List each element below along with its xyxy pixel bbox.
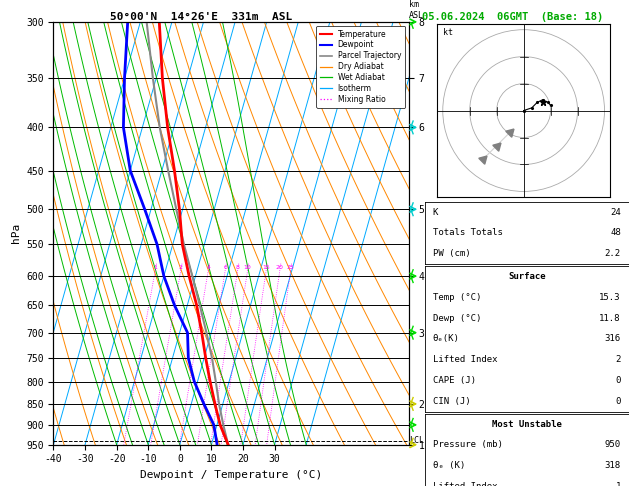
Text: 318: 318 <box>604 461 621 470</box>
Text: 4: 4 <box>206 265 210 270</box>
Legend: Temperature, Dewpoint, Parcel Trajectory, Dry Adiabat, Wet Adiabat, Isotherm, Mi: Temperature, Dewpoint, Parcel Trajectory… <box>316 26 405 108</box>
Text: kt: kt <box>443 28 453 37</box>
Text: 05.06.2024  06GMT  (Base: 18): 05.06.2024 06GMT (Base: 18) <box>422 12 603 22</box>
Text: PW (cm): PW (cm) <box>433 249 470 258</box>
Text: 950: 950 <box>604 440 621 450</box>
Text: 2: 2 <box>615 355 621 364</box>
Text: 0: 0 <box>615 397 621 406</box>
Text: 11.8: 11.8 <box>599 313 621 323</box>
Text: LCL: LCL <box>409 436 424 445</box>
Y-axis label: hPa: hPa <box>11 223 21 243</box>
Text: Dewp (°C): Dewp (°C) <box>433 313 481 323</box>
Text: 6: 6 <box>223 265 227 270</box>
Text: km
ASL: km ASL <box>409 0 424 20</box>
Text: Surface: Surface <box>508 272 545 281</box>
Text: 0: 0 <box>615 376 621 385</box>
Text: K: K <box>433 208 438 217</box>
Text: 48: 48 <box>610 228 621 237</box>
Text: θₑ(K): θₑ(K) <box>433 334 460 344</box>
Text: CIN (J): CIN (J) <box>433 397 470 406</box>
Text: 50°00'N  14°26'E  331m  ASL: 50°00'N 14°26'E 331m ASL <box>110 12 292 22</box>
Text: 1: 1 <box>153 265 157 270</box>
Text: 10: 10 <box>244 265 252 270</box>
Text: Temp (°C): Temp (°C) <box>433 293 481 302</box>
Text: 1: 1 <box>615 482 621 486</box>
Text: Most Unstable: Most Unstable <box>492 420 562 429</box>
Text: 15.3: 15.3 <box>599 293 621 302</box>
Text: Pressure (mb): Pressure (mb) <box>433 440 503 450</box>
Text: Lifted Index: Lifted Index <box>433 482 498 486</box>
Text: CAPE (J): CAPE (J) <box>433 376 476 385</box>
Text: Lifted Index: Lifted Index <box>433 355 498 364</box>
Text: Totals Totals: Totals Totals <box>433 228 503 237</box>
Text: 15: 15 <box>262 265 270 270</box>
X-axis label: Dewpoint / Temperature (°C): Dewpoint / Temperature (°C) <box>140 470 322 480</box>
Text: 2: 2 <box>179 265 183 270</box>
Text: 20: 20 <box>276 265 284 270</box>
Text: 25: 25 <box>287 265 294 270</box>
Text: 24: 24 <box>610 208 621 217</box>
Text: 2.2: 2.2 <box>604 249 621 258</box>
Text: 316: 316 <box>604 334 621 344</box>
Text: θₑ (K): θₑ (K) <box>433 461 465 470</box>
Text: 8: 8 <box>236 265 240 270</box>
